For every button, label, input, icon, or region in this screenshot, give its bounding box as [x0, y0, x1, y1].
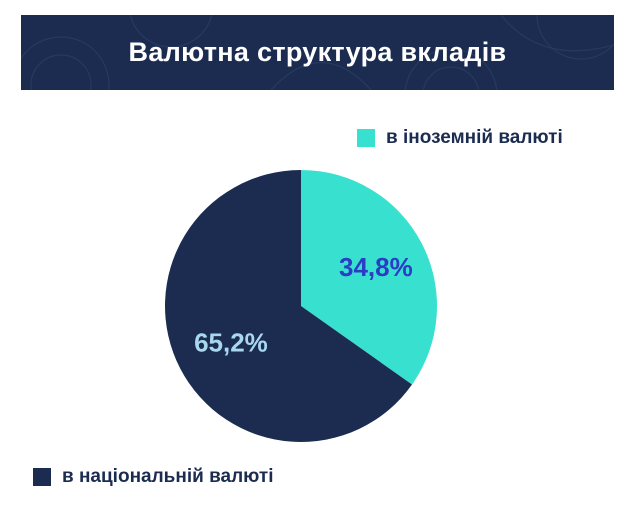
legend-item-foreign-currency: в іноземній валюті: [357, 127, 563, 149]
legend-swatch-foreign: [357, 129, 375, 147]
legend-label-foreign: в іноземній валюті: [386, 127, 563, 148]
legend-swatch-national: [33, 468, 51, 486]
title-banner: Валютна структура вкладів: [21, 15, 614, 90]
data-label-foreign-currency: 34,8%: [339, 252, 413, 282]
pie-slice-foreign-currency: [301, 170, 437, 385]
pie-slice-national-currency: [164, 170, 413, 442]
legend-label-national: в національній валюті: [62, 466, 274, 487]
legend-item-national-currency: в національній валюті: [33, 466, 273, 488]
banner-pattern: [21, 15, 614, 90]
data-label-national-currency: 65,2%: [194, 327, 268, 357]
chart-title: Валютна структура вкладів: [128, 37, 507, 67]
